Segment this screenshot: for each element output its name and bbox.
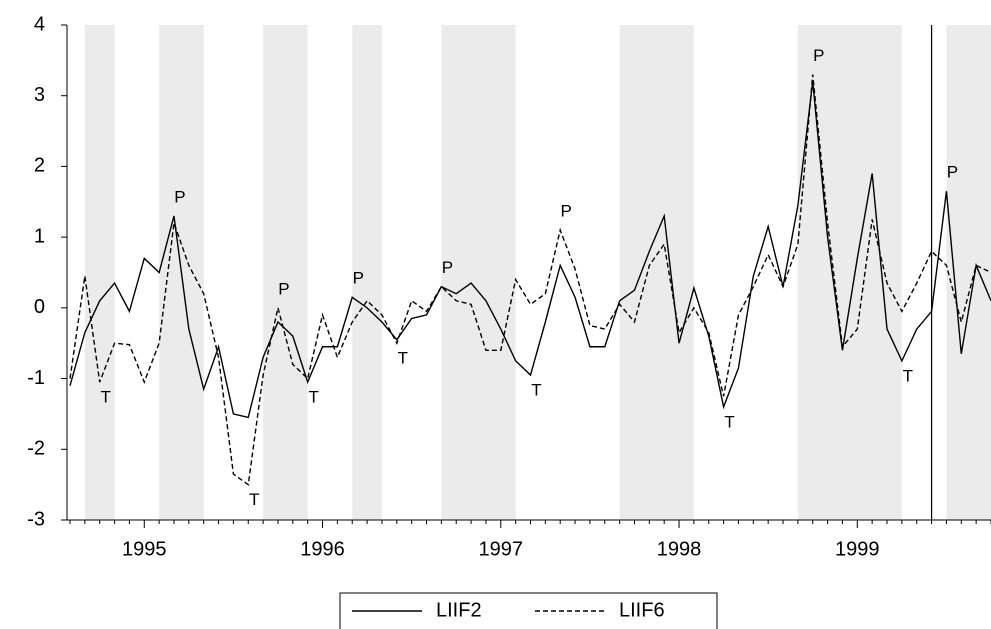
annotation: T — [531, 381, 541, 400]
annotation: T — [308, 388, 318, 407]
axes-layer: -3 -2 -1 0 1 2 3 4 1995 1996 1997 1998 1999 — [27, 13, 991, 560]
x-tick-label: 1998 — [657, 538, 702, 560]
legend-label: LIIF6 — [619, 599, 665, 621]
shaded-period — [441, 25, 516, 520]
annotation: P — [353, 269, 364, 288]
annotation: P — [442, 258, 453, 277]
annotation: T — [724, 412, 734, 431]
y-tick-label: 3 — [34, 84, 45, 106]
series-line — [69, 74, 991, 486]
annotation: P — [561, 202, 572, 221]
annotation: T — [398, 349, 408, 368]
y-tick-label: 1 — [34, 225, 45, 247]
y-tick-label: -1 — [27, 367, 45, 389]
y-tick-label: 4 — [34, 13, 45, 35]
legend-label: LIIF2 — [436, 599, 482, 621]
annotation: T — [249, 490, 259, 509]
y-tick-label: -3 — [27, 508, 45, 530]
y-tick-label: 0 — [34, 296, 45, 318]
annotation: T — [903, 366, 913, 385]
legend: LIIF2 LIIF6 — [339, 592, 718, 629]
annotation: P — [174, 187, 185, 206]
shaded-period — [352, 25, 382, 520]
annotation: T — [101, 388, 111, 407]
annotation: P — [813, 46, 824, 65]
x-tick-label: 1996 — [300, 538, 345, 560]
y-tick-label: -2 — [27, 438, 45, 460]
shaded-period — [263, 25, 308, 520]
annotation: P — [278, 279, 289, 298]
x-tick-label: 1997 — [479, 538, 524, 560]
x-tick-label: 1995 — [122, 538, 167, 560]
shaded-period — [619, 25, 694, 520]
shaded-period — [84, 25, 115, 520]
plot-layer: T P T P T P T P T P T P T P — [69, 46, 991, 509]
annotation: P — [947, 163, 958, 182]
x-tick-label: 1999 — [835, 538, 880, 560]
y-tick-label: 2 — [34, 155, 45, 177]
series-line — [69, 81, 991, 419]
shaded-period — [946, 25, 991, 520]
shaded-period — [797, 25, 902, 520]
